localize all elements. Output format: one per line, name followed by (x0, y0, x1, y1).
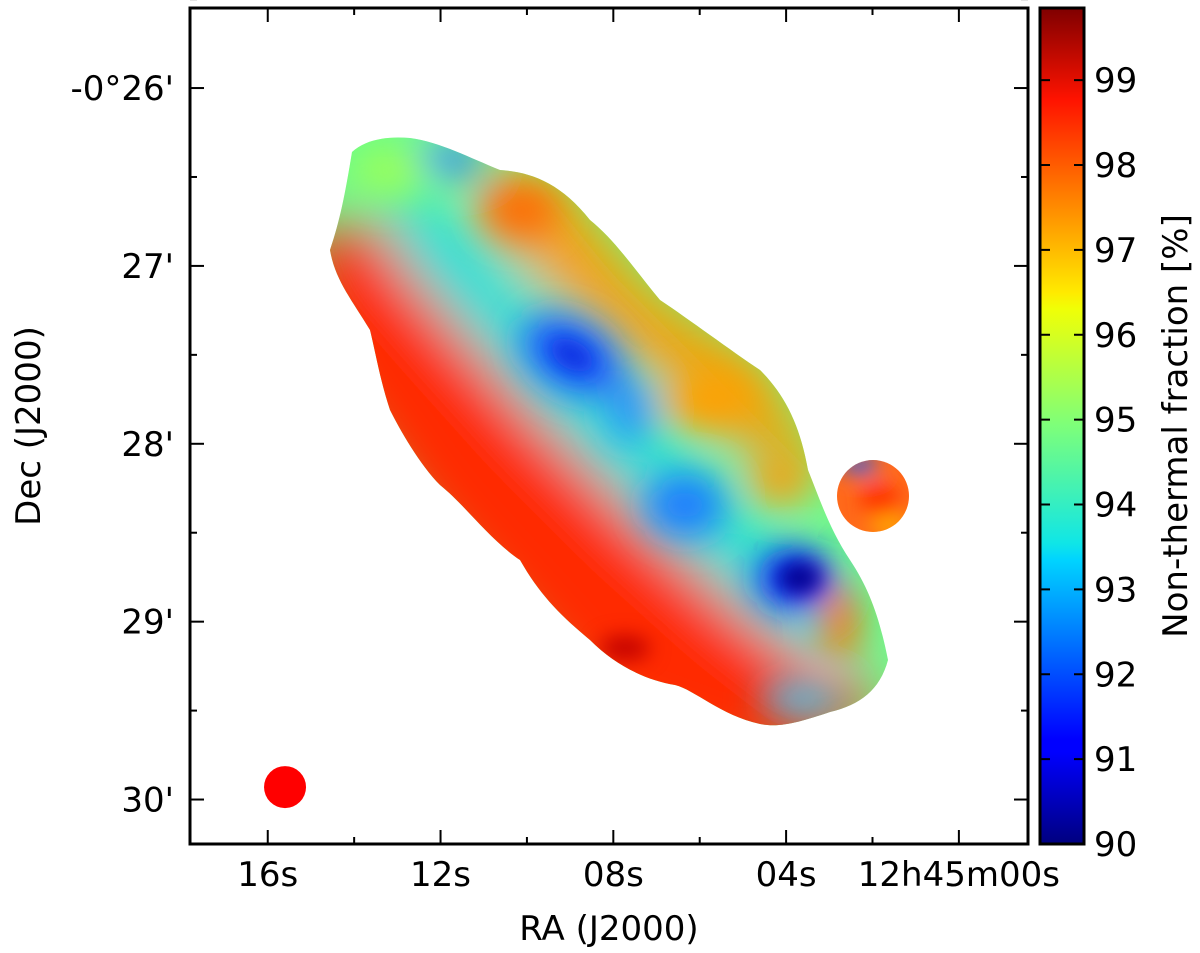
x-axis-label: RA (J2000) (519, 909, 698, 949)
heatmap-image (330, 137, 909, 726)
y-tick-label: 29' (121, 603, 174, 643)
y-ticks: -0°26' 27' 28' 29' 30' (70, 0, 1028, 821)
y-tick-label: 30' (121, 781, 174, 821)
plot-frame (188, 6, 1030, 846)
colorbar-tick-label: 95 (1094, 401, 1137, 441)
colorbar-label: Non-thermal fraction [%] (1156, 214, 1196, 638)
colorbar-tick-label: 91 (1094, 740, 1137, 780)
x-ticks: 16s 12s 08s 04s 12h45m00s (237, 8, 1060, 895)
colorbar-ticks: 90 91 92 93 94 95 96 97 98 99 (1040, 61, 1137, 865)
beam-marker (264, 766, 307, 809)
galaxy-map (330, 137, 888, 726)
colorbar-tick-label: 94 (1094, 486, 1137, 526)
colorbar-tick-label: 96 (1094, 316, 1137, 356)
x-tick-label: 12s (410, 855, 471, 895)
colorbar-tick-label: 92 (1094, 655, 1137, 695)
x-tick-label: 04s (756, 855, 817, 895)
x-tick-label: 12h45m00s (858, 855, 1060, 895)
colorbar-tick-label: 99 (1094, 61, 1137, 101)
y-tick-label: 28' (121, 425, 174, 465)
y-axis-label: Dec (J2000) (9, 326, 49, 526)
colorbar-tick-label: 97 (1094, 231, 1137, 271)
colorbar-tick-label: 93 (1094, 570, 1137, 610)
y-tick-label: -0°26' (70, 69, 174, 109)
y-tick-label: 27' (121, 247, 174, 287)
companion-blob (837, 460, 909, 532)
colorbar-tick-label: 98 (1094, 146, 1137, 186)
colorbar (1038, 6, 1086, 846)
colorbar-tick-label: 90 (1094, 825, 1137, 865)
x-tick-label: 16s (237, 855, 298, 895)
x-tick-label: 08s (583, 855, 644, 895)
